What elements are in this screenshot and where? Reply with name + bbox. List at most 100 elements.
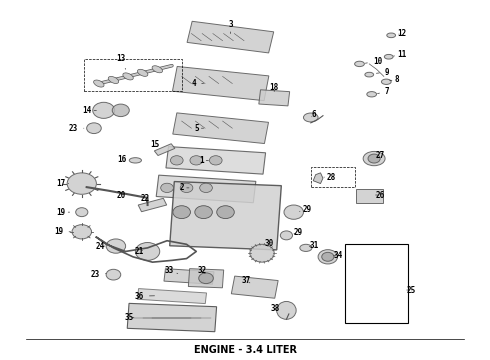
- Ellipse shape: [94, 80, 104, 87]
- Text: 22: 22: [141, 194, 150, 203]
- Text: 16: 16: [118, 155, 127, 164]
- Text: 28: 28: [324, 173, 336, 182]
- Ellipse shape: [277, 301, 296, 319]
- Text: 23: 23: [69, 124, 84, 133]
- Bar: [356, 189, 383, 203]
- Text: 1: 1: [199, 156, 208, 165]
- Text: 5: 5: [194, 124, 203, 133]
- Ellipse shape: [367, 253, 387, 264]
- Text: 26: 26: [375, 190, 385, 199]
- Ellipse shape: [358, 251, 395, 267]
- Ellipse shape: [322, 252, 334, 261]
- Text: 32: 32: [198, 266, 207, 275]
- Bar: [231, 276, 278, 298]
- Bar: [173, 113, 269, 144]
- Ellipse shape: [106, 269, 121, 280]
- Text: 13: 13: [116, 54, 125, 69]
- Text: 21: 21: [135, 247, 144, 256]
- Ellipse shape: [138, 69, 148, 76]
- Text: 37: 37: [242, 276, 251, 285]
- Circle shape: [190, 156, 202, 165]
- Bar: [156, 175, 256, 203]
- Bar: [166, 147, 266, 174]
- Ellipse shape: [358, 272, 395, 288]
- Text: 29: 29: [299, 205, 312, 214]
- Text: 4: 4: [192, 79, 203, 88]
- Ellipse shape: [106, 239, 125, 253]
- Text: 17: 17: [56, 179, 69, 188]
- Text: 3: 3: [228, 20, 233, 33]
- Text: 19: 19: [54, 227, 71, 236]
- Text: 30: 30: [265, 239, 274, 248]
- Ellipse shape: [368, 154, 380, 163]
- Ellipse shape: [93, 102, 115, 118]
- Ellipse shape: [108, 76, 119, 84]
- Bar: [137, 289, 206, 303]
- Ellipse shape: [250, 244, 274, 262]
- Text: ENGINE - 3.4 LITER: ENGINE - 3.4 LITER: [194, 345, 296, 355]
- Text: 35: 35: [124, 313, 134, 322]
- Bar: [188, 269, 224, 288]
- Ellipse shape: [135, 243, 160, 260]
- Bar: [187, 21, 274, 53]
- Circle shape: [180, 183, 193, 193]
- Circle shape: [195, 206, 212, 219]
- Text: 2: 2: [179, 183, 189, 192]
- Bar: [154, 144, 175, 156]
- Ellipse shape: [72, 225, 92, 239]
- Ellipse shape: [284, 205, 303, 219]
- Bar: [164, 269, 214, 284]
- Text: 15: 15: [150, 140, 159, 149]
- Ellipse shape: [199, 273, 213, 284]
- Ellipse shape: [355, 61, 365, 67]
- Text: 23: 23: [91, 270, 106, 279]
- Text: 27: 27: [376, 151, 385, 160]
- Ellipse shape: [367, 275, 387, 285]
- Bar: [259, 90, 290, 106]
- Ellipse shape: [87, 123, 101, 134]
- Text: 6: 6: [312, 111, 317, 120]
- Ellipse shape: [367, 296, 387, 306]
- Bar: [311, 167, 355, 187]
- Ellipse shape: [112, 104, 129, 117]
- Text: 25: 25: [407, 285, 416, 294]
- Ellipse shape: [384, 54, 393, 59]
- Text: 29: 29: [294, 228, 303, 237]
- Text: 20: 20: [116, 190, 125, 199]
- Polygon shape: [313, 173, 323, 184]
- Bar: [138, 198, 167, 212]
- Text: 24: 24: [96, 242, 105, 251]
- Text: 38: 38: [270, 304, 280, 313]
- Ellipse shape: [387, 33, 395, 38]
- Ellipse shape: [123, 73, 133, 80]
- Ellipse shape: [358, 293, 395, 310]
- Text: 10: 10: [366, 57, 382, 66]
- Ellipse shape: [67, 173, 97, 194]
- Bar: [345, 244, 408, 323]
- Circle shape: [171, 156, 183, 165]
- Text: 8: 8: [390, 75, 399, 84]
- Text: 7: 7: [377, 87, 390, 96]
- Text: 34: 34: [334, 251, 343, 260]
- Text: 12: 12: [397, 29, 407, 38]
- Ellipse shape: [303, 113, 318, 122]
- Text: 31: 31: [309, 240, 319, 249]
- Circle shape: [217, 206, 234, 219]
- Text: 36: 36: [135, 292, 154, 301]
- Text: 9: 9: [376, 68, 390, 77]
- Text: 14: 14: [82, 106, 97, 115]
- Ellipse shape: [365, 72, 374, 77]
- Text: 33: 33: [165, 266, 178, 275]
- Ellipse shape: [381, 79, 391, 85]
- Circle shape: [173, 206, 191, 219]
- Ellipse shape: [300, 244, 312, 251]
- Bar: [84, 59, 182, 91]
- Bar: [170, 181, 281, 250]
- Ellipse shape: [363, 152, 385, 166]
- Ellipse shape: [318, 249, 338, 264]
- Ellipse shape: [367, 91, 376, 97]
- Ellipse shape: [75, 208, 88, 217]
- Ellipse shape: [152, 66, 163, 73]
- Bar: [127, 303, 217, 332]
- Circle shape: [209, 156, 222, 165]
